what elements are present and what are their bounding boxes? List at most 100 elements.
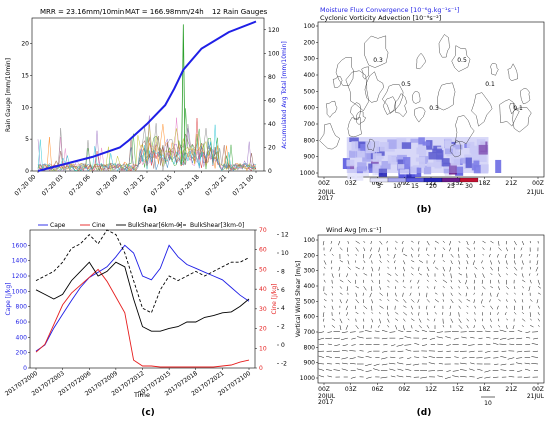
- flux-cell: [480, 165, 489, 175]
- flux-band: [346, 137, 489, 173]
- y-tick-label-right-a: 80: [268, 74, 276, 81]
- x-tick-label-b: 09Z: [398, 180, 410, 187]
- wind-vector: [366, 376, 372, 379]
- wind-vector: [403, 260, 406, 265]
- x-ticks-c: 2017072000201707200320170720062017072009…: [4, 368, 252, 398]
- wind-vector: [387, 318, 390, 323]
- flux-cell: [451, 151, 461, 157]
- wind-vector: [442, 292, 444, 297]
- wind-vector: [347, 240, 349, 244]
- wind-vector: [329, 247, 333, 252]
- wind-vector: [434, 286, 436, 290]
- wind-vector: [516, 350, 523, 353]
- panel-label-b: (b): [417, 205, 432, 215]
- wind-vector: [346, 312, 349, 316]
- wind-vector: [363, 260, 366, 264]
- wind-vector: [318, 375, 325, 378]
- wind-vector: [490, 305, 494, 310]
- wind-vector: [434, 292, 438, 295]
- wind-vector: [326, 355, 332, 358]
- wind-vector: [405, 368, 412, 371]
- wind-vector: [395, 247, 397, 250]
- wind-vector: [349, 362, 356, 365]
- wind-vector: [537, 286, 542, 289]
- wind-vector: [466, 305, 469, 308]
- wind-vector: [401, 247, 404, 253]
- wind-vector: [529, 324, 534, 328]
- wind-vector: [429, 337, 436, 340]
- wind-vector: [351, 344, 356, 346]
- x-tick-label-a: 07-20 15: [150, 173, 174, 197]
- flux-cell: [346, 159, 355, 167]
- wind-vector: [482, 266, 485, 270]
- wind-vector: [472, 260, 475, 266]
- wind-vector: [387, 299, 390, 302]
- flux-cell: [357, 162, 367, 172]
- wind-vector: [347, 318, 350, 321]
- wind-vector: [436, 336, 443, 339]
- wind-vector: [411, 266, 414, 270]
- y-tick-label-shear: 2: [281, 324, 285, 331]
- wind-vector: [317, 363, 325, 365]
- y-tick-label-b: 300: [304, 56, 316, 63]
- y-tick-label-b: 1000: [300, 170, 315, 177]
- wind-vector: [529, 273, 531, 276]
- wind-vector: [536, 299, 539, 304]
- flux-cell: [360, 144, 369, 154]
- wind-vector: [452, 370, 459, 372]
- vorticity-contour: [414, 107, 426, 123]
- wind-vector: [349, 357, 356, 360]
- vorticity-contour: [345, 70, 370, 112]
- y-tick-label-d: 400: [304, 283, 316, 290]
- wind-vector: [422, 356, 428, 358]
- wind-vector: [373, 368, 380, 371]
- wind-vector: [461, 336, 467, 339]
- wind-vector: [403, 325, 405, 331]
- wind-vector: [429, 330, 436, 332]
- colorbar-tick-label: 15: [411, 183, 419, 190]
- wind-vector: [403, 312, 408, 316]
- flux-cell: [452, 144, 463, 150]
- wind-vector: [482, 273, 485, 278]
- x-tick-label-a: 07-20 21: [204, 173, 228, 197]
- gauge-lines: [37, 20, 257, 172]
- wind-vector: [470, 362, 475, 365]
- vorticity-contour: [350, 102, 362, 121]
- wind-vector: [390, 375, 396, 378]
- flux-cell: [495, 159, 502, 173]
- wind-vector: [421, 344, 428, 346]
- wind-vector: [387, 325, 390, 328]
- wind-vector: [441, 253, 444, 258]
- wind-vector: [355, 299, 359, 304]
- wind-vector: [339, 279, 344, 283]
- wind-vector: [497, 312, 499, 315]
- series-lines-c: [35, 229, 250, 368]
- wind-vector: [514, 266, 518, 271]
- ylabel-right-a: Accumulated Avg Total [mm/10min]: [281, 41, 288, 148]
- wind-vector: [356, 368, 364, 371]
- wind-vector: [529, 312, 531, 317]
- wind-vector: [533, 337, 539, 340]
- wind-vector: [422, 337, 428, 340]
- panel-d: Wind Avg [m.s⁻¹] 100 200 300 400 500 600 700 80…: [300, 226, 545, 418]
- gauge-peak: [181, 24, 186, 165]
- colorbar-tick-label: 5: [377, 183, 381, 190]
- wind-vector: [497, 253, 499, 258]
- flux-cell: [372, 153, 382, 162]
- vorticity-contour: [507, 63, 518, 81]
- wind-vector: [485, 330, 491, 332]
- wind-vector: [363, 312, 365, 315]
- ylabel-c: Cape [J/kg]: [5, 282, 12, 315]
- wind-vector: [363, 247, 366, 252]
- wind-vector: [458, 318, 462, 324]
- wind-vector: [458, 305, 462, 309]
- wind-vector: [442, 247, 446, 251]
- wind-vector: [537, 305, 540, 309]
- wind-vector: [323, 292, 328, 296]
- wind-vector: [339, 273, 341, 277]
- y-tick-label-right-a: 20: [268, 144, 276, 151]
- wind-vector: [331, 292, 333, 296]
- wind-vector: [330, 240, 333, 244]
- wind-vector: [379, 260, 382, 263]
- gauge-line: [37, 124, 257, 172]
